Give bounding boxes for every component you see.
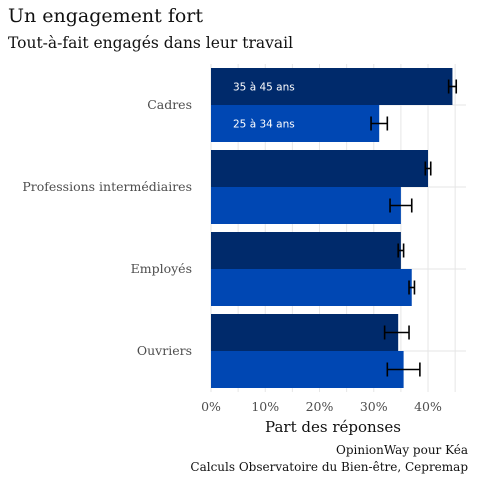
x-tick-label: 10% [251, 399, 279, 414]
caption-source: OpinionWay pour Kéa [336, 443, 468, 457]
bar [211, 351, 404, 388]
category-label: Professions intermédiaires [22, 179, 192, 194]
x-tick-label: 20% [306, 399, 334, 414]
bars: 35 à 45 ans 25 à 34 ans [211, 68, 453, 388]
category-label: Ouvriers [137, 343, 192, 358]
x-tick-label: 40% [414, 399, 442, 414]
series-label: 35 à 45 ans [233, 82, 295, 94]
bar [211, 232, 401, 269]
caption-calculs: Calculs Observatoire du Bien-être, Cepre… [190, 460, 468, 474]
chart-title: Un engagement fort [8, 5, 203, 27]
bar [211, 150, 429, 187]
bar [211, 187, 401, 224]
bar [211, 314, 399, 351]
category-label: Cadres [147, 97, 192, 112]
series-label: 25 à 34 ans [233, 119, 295, 131]
x-tick-labels: 0% 10% 20% 30% 40% [201, 399, 442, 414]
category-labels: Cadres Professions intermédiaires Employés… [22, 97, 192, 358]
bar [211, 269, 412, 306]
error-bars [370, 79, 458, 377]
x-axis-label: Part des réponses [265, 418, 401, 436]
x-tick-label: 30% [360, 399, 388, 414]
x-tick-label: 0% [201, 399, 221, 414]
category-label: Employés [131, 261, 192, 276]
chart-subtitle: Tout-à-fait engagés dans leur travail [8, 34, 293, 52]
bar [211, 68, 453, 105]
bar [211, 105, 380, 142]
